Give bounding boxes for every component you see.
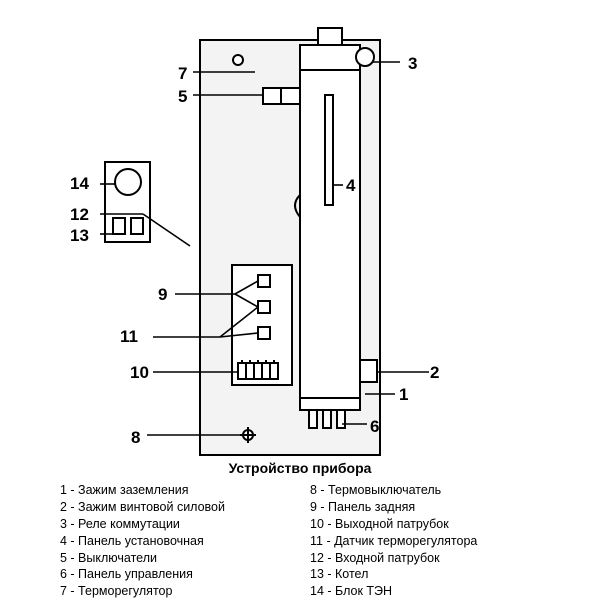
legend-item: 13 - Котел	[310, 566, 560, 583]
callout-6: 6	[370, 417, 379, 437]
callout-10: 10	[130, 363, 149, 383]
legend-item: 1 - Зажим заземления	[60, 482, 310, 499]
ten-block	[115, 169, 141, 195]
legend-col-left: 1 - Зажим заземления2 - Зажим винтовой с…	[60, 482, 310, 600]
callout-3: 3	[408, 54, 417, 74]
legend-col-right: 8 - Термовыключатель9 - Панель задняя10 …	[310, 482, 560, 600]
callout-11: 11	[120, 327, 138, 347]
callout-14: 14	[70, 174, 89, 194]
top-hole-left	[233, 55, 243, 65]
legend-item: 6 - Панель управления	[60, 566, 310, 583]
legend-item: 8 - Термовыключатель	[310, 482, 560, 499]
mounting-panel	[325, 95, 333, 205]
device-diagram-svg	[0, 10, 600, 460]
legend-item: 10 - Выходной патрубок	[310, 516, 560, 533]
callout-2: 2	[430, 363, 439, 383]
diagram-area: 1234567891011121314	[0, 10, 600, 450]
legend-item: 11 - Датчик терморегулятора	[310, 533, 560, 550]
legend-item: 7 - Терморегулятор	[60, 583, 310, 600]
legend: 1 - Зажим заземления2 - Зажим винтовой с…	[60, 482, 580, 600]
legend-item: 3 - Реле коммутации	[60, 516, 310, 533]
legend-item: 9 - Панель задняя	[310, 499, 560, 516]
top-pipe	[318, 28, 342, 45]
callout-9: 9	[158, 285, 167, 305]
relay	[356, 48, 374, 66]
callout-8: 8	[131, 428, 140, 448]
callout-4: 4	[346, 176, 355, 196]
callout-12: 12	[70, 205, 89, 225]
callout-13: 13	[70, 226, 89, 246]
legend-item: 14 - Блок ТЭН	[310, 583, 560, 600]
legend-item: 5 - Выключатели	[60, 550, 310, 567]
legend-item: 2 - Зажим винтовой силовой	[60, 499, 310, 516]
legend-item: 4 - Панель установочная	[60, 533, 310, 550]
callout-5: 5	[178, 87, 187, 107]
legend-item: 12 - Входной патрубок	[310, 550, 560, 567]
screw-clamp	[360, 360, 377, 382]
diagram-caption: Устройство прибора	[0, 460, 600, 476]
callout-1: 1	[399, 385, 408, 405]
terminal-strip	[238, 360, 278, 379]
callout-7: 7	[178, 64, 187, 84]
